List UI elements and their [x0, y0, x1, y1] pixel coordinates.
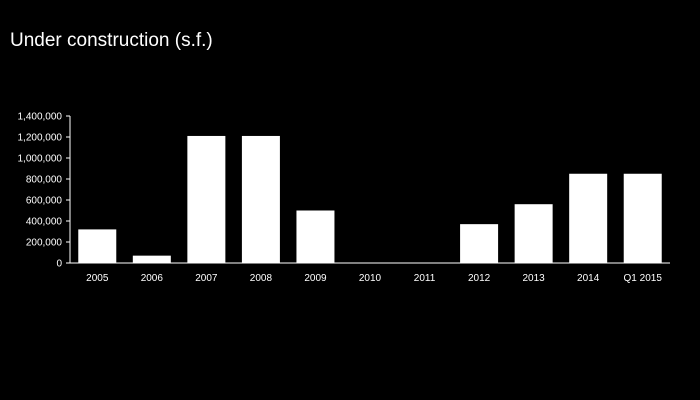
- x-axis: 2005 2006 2007 2008 2009 2010 2011 2012 2013 2014…: [70, 262, 670, 284]
- y-tick-label: 1,000,000: [18, 154, 63, 165]
- bar-q1-2015: [623, 173, 662, 263]
- bar-2014: [569, 173, 608, 263]
- x-tick-label: 2012: [468, 273, 491, 284]
- y-tick-label: 0: [56, 259, 62, 270]
- y-tick-label: 1,200,000: [18, 133, 63, 144]
- x-tick-label: 2007: [195, 273, 218, 284]
- y-tick-label: 1,400,000: [18, 112, 63, 123]
- y-tick-label: 800,000: [26, 175, 63, 186]
- y-tick-label: 600,000: [26, 196, 63, 207]
- x-tick-label: 2006: [141, 273, 164, 284]
- y-tick-label: 400,000: [26, 217, 63, 228]
- bar-2012: [460, 224, 499, 263]
- y-tick-label: 200,000: [26, 238, 63, 249]
- bar-2013: [514, 204, 553, 263]
- bars: [78, 135, 662, 263]
- x-tick-label: 2011: [414, 273, 436, 284]
- y-axis: 0 200,000 400,000 600,000 800,000 1,000,000 1,…: [18, 112, 71, 270]
- bar-2009: [296, 210, 335, 263]
- x-tick-label: 2005: [86, 273, 109, 284]
- bar-2005: [78, 229, 117, 263]
- x-tick-label: 2014: [577, 273, 600, 284]
- bar-2006: [132, 255, 171, 263]
- bar-2007: [187, 135, 226, 263]
- x-tick-label: 2013: [523, 273, 546, 284]
- x-tick-label: 2008: [250, 273, 273, 284]
- bar-2008: [241, 135, 280, 263]
- x-tick-label: Q1 2015: [624, 273, 663, 284]
- x-tick-label: 2009: [304, 273, 327, 284]
- x-tick-label: 2010: [359, 273, 382, 284]
- chart-title: Under construction (s.f.): [10, 30, 213, 51]
